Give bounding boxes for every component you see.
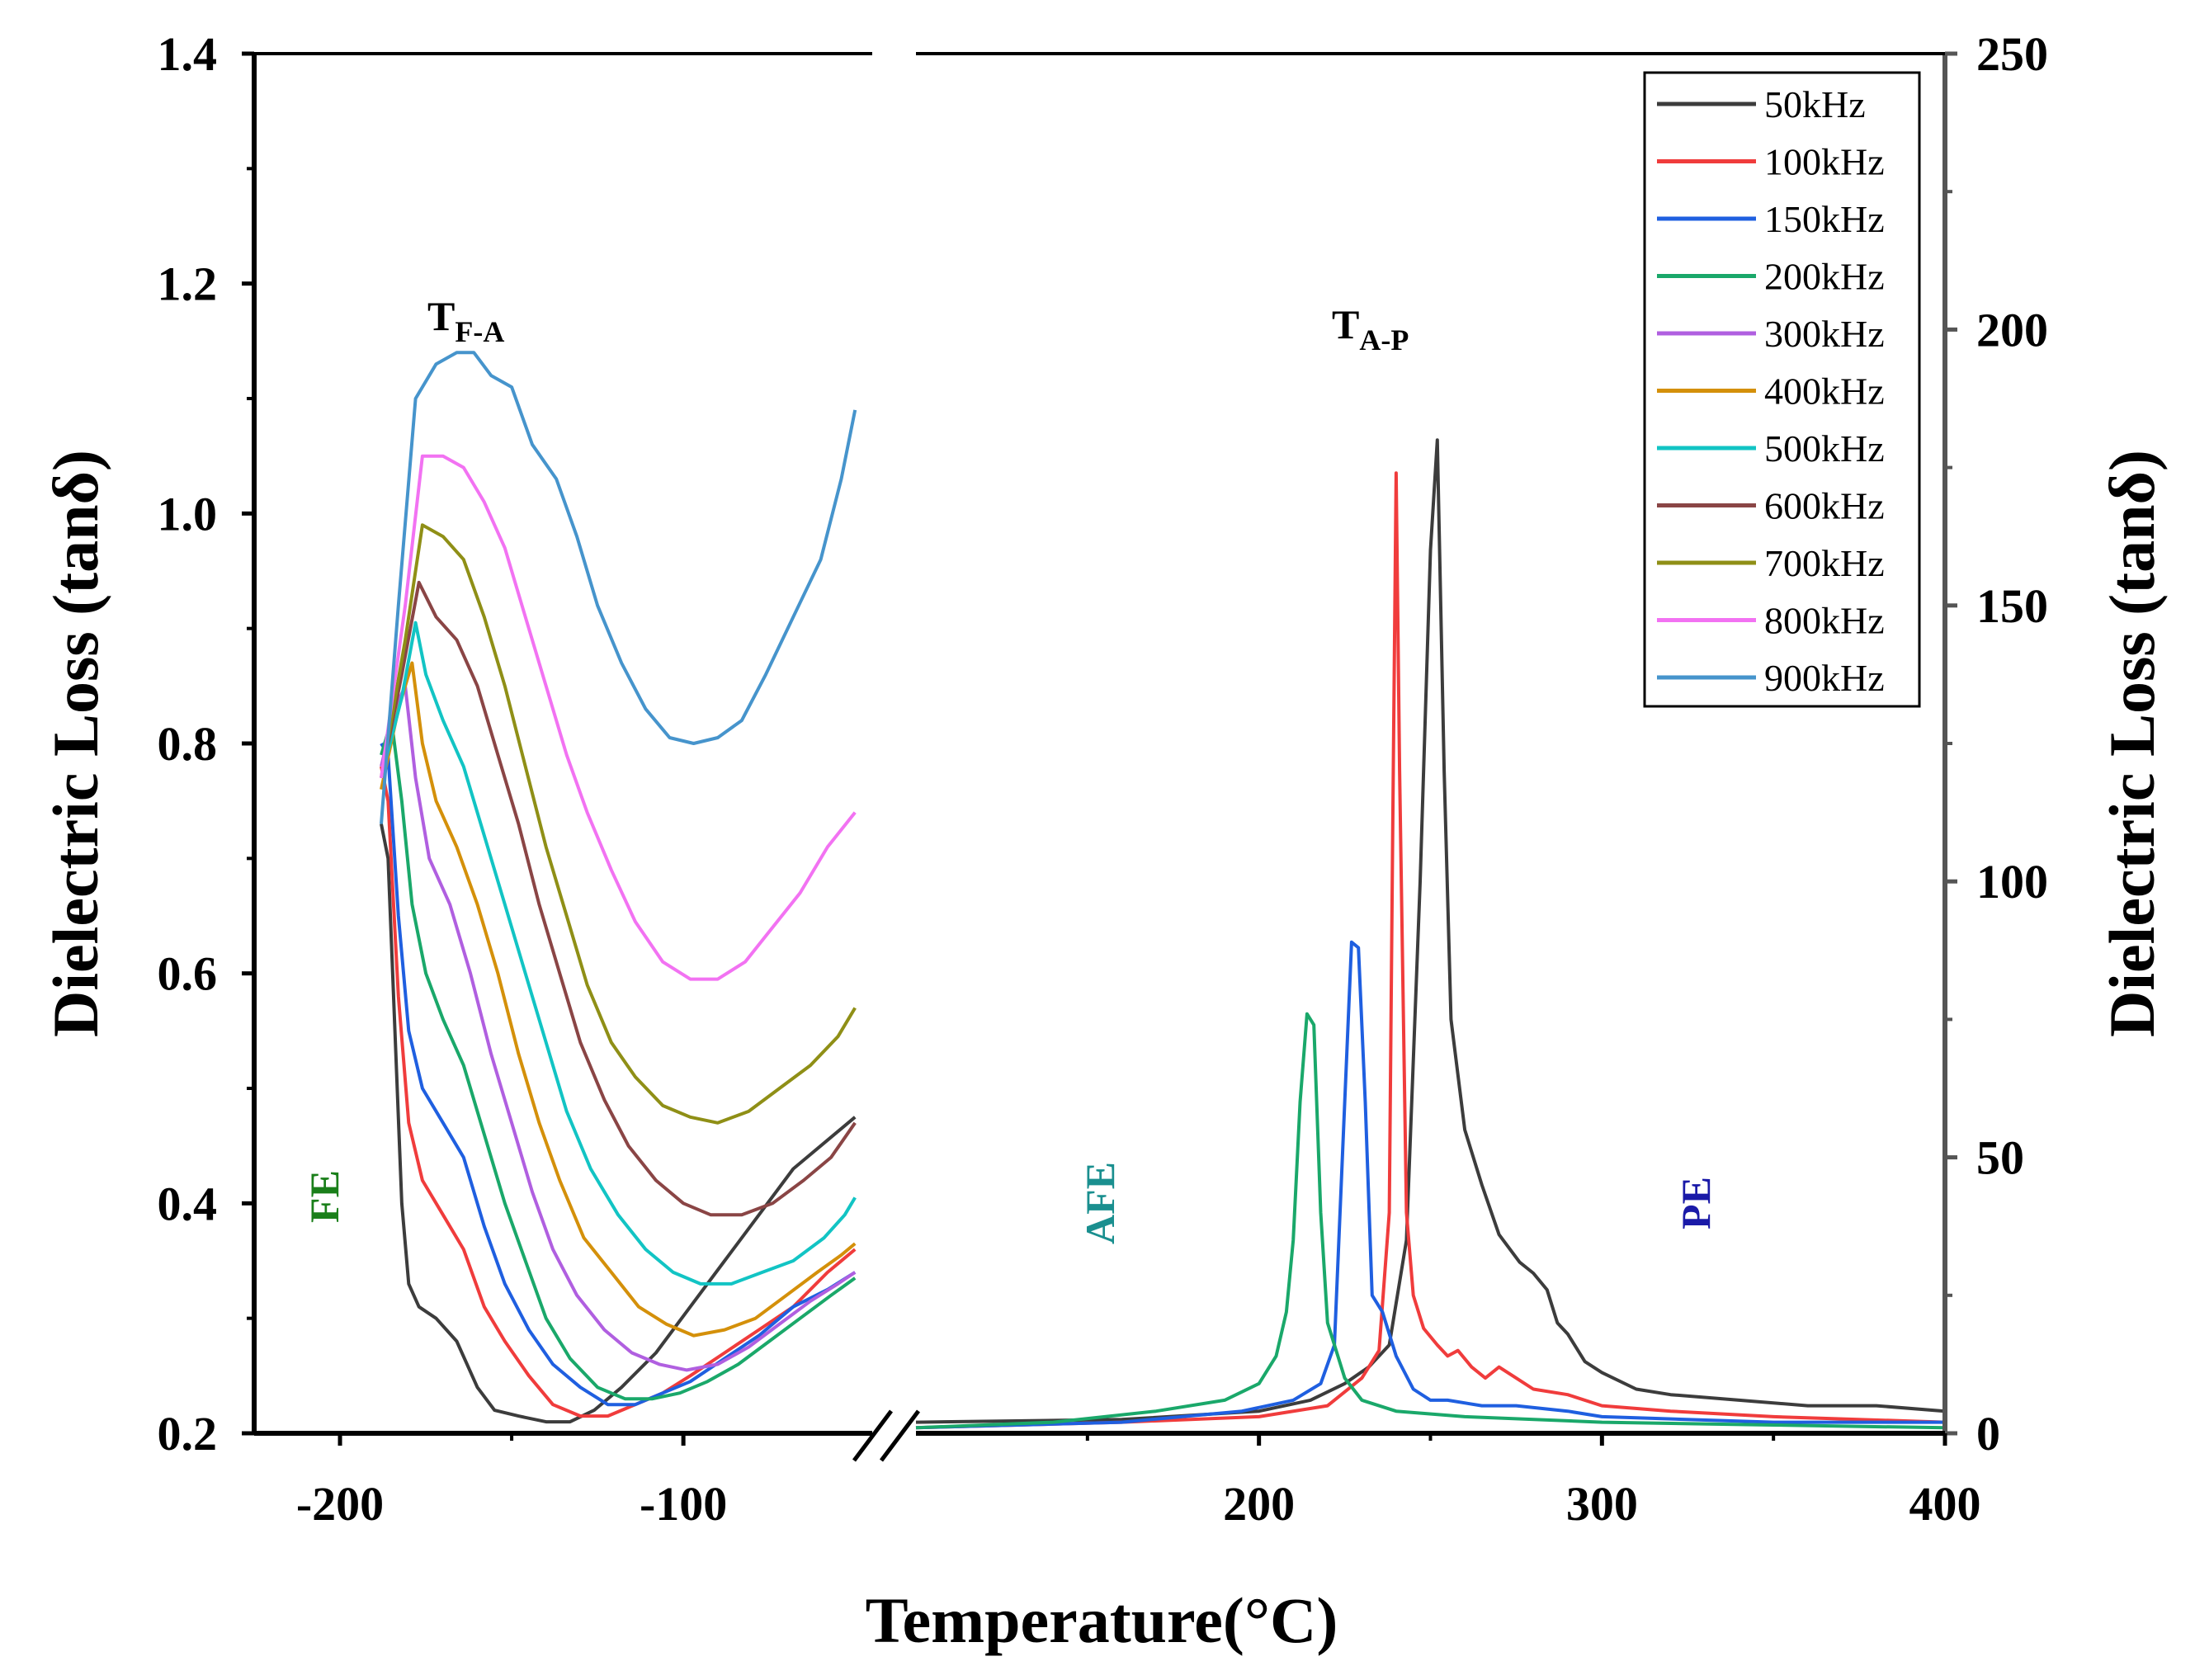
y-right-tick-label: 100 (1976, 855, 2048, 908)
x-right-tick-label: 400 (1909, 1477, 1981, 1531)
series-line-left-50khz (380, 823, 857, 1424)
left-panel-series (380, 351, 857, 1424)
y-left-tick-label: 0.8 (158, 717, 218, 771)
right-panel-series (915, 438, 1946, 1430)
series-line-left-200khz (380, 719, 857, 1401)
left-y-axis-title: Dielectric Loss (tanδ) (40, 450, 111, 1037)
legend-label-150khz: 150kHz (1764, 198, 1885, 240)
series-line-right-200khz (915, 1012, 1946, 1430)
legend-label-900khz: 900kHz (1764, 657, 1885, 699)
legend-label-50khz: 50kHz (1764, 83, 1866, 125)
y-left-tick-label: 0.4 (158, 1177, 218, 1230)
y-right-tick-label: 250 (1976, 27, 2048, 81)
series-line-left-150khz (380, 742, 857, 1407)
legend-label-600khz: 600kHz (1764, 485, 1885, 527)
series-line-left-800khz (380, 454, 857, 981)
series-line-left-600khz (380, 580, 857, 1217)
y-right-tick-label: 150 (1976, 579, 2048, 633)
legend-label-700khz: 700kHz (1764, 542, 1885, 584)
x-axis-title: Temperature(°C) (866, 1584, 1338, 1656)
x-left-tick-label: -100 (640, 1477, 727, 1531)
legend: 50kHz 100kHz 150kHz 200kHz 300kHz 400kHz 500kH… (1643, 71, 1921, 708)
legend-label-400khz: 400kHz (1764, 370, 1885, 413)
series-line-left-100khz (380, 766, 857, 1418)
series-line-right-100khz (915, 471, 1946, 1430)
axis-break-mark (852, 1409, 920, 1462)
y-left-tick-label: 0.6 (158, 947, 218, 1001)
phase-label-afe: AFE (1077, 1162, 1123, 1244)
x-right-tick-label: 200 (1223, 1477, 1295, 1531)
phase-label-pe: PE (1673, 1177, 1719, 1229)
series-line-right-150khz (915, 940, 1945, 1430)
y-right-tick-label: 200 (1976, 303, 2048, 356)
tfa-label: TF-A (427, 293, 504, 348)
legend-label-100khz: 100kHz (1764, 141, 1885, 183)
right-y-axis-title: Dielectric Loss (tanδ) (2096, 450, 2168, 1037)
y-left-tick-label: 1.2 (158, 257, 218, 311)
series-line-left-500khz (380, 621, 857, 1286)
ticks (242, 51, 1957, 1446)
phase-label-fe: FE (301, 1170, 347, 1223)
series-line-left-400khz (380, 661, 857, 1338)
legend-label-500khz: 500kHz (1764, 427, 1885, 470)
series-line-left-300khz (380, 684, 857, 1372)
series-line-right-50khz (915, 438, 1946, 1424)
x-right-tick-label: 300 (1566, 1477, 1638, 1531)
y-left-tick-label: 1.4 (158, 27, 218, 81)
legend-label-300khz: 300kHz (1764, 313, 1885, 355)
y-right-tick-label: 50 (1976, 1131, 2024, 1185)
legend-label-800khz: 800kHz (1764, 600, 1885, 642)
y-right-tick-label: 0 (1976, 1407, 2000, 1461)
tap-label: TA-P (1332, 301, 1409, 356)
series-line-left-700khz (380, 523, 857, 1125)
legend-label-200khz: 200kHz (1764, 256, 1885, 298)
x-left-tick-label: -200 (296, 1477, 384, 1531)
y-left-tick-label: 0.2 (158, 1407, 218, 1461)
series-line-left-900khz (380, 351, 857, 824)
transition-annotations: TF-A TA-P FE AFE PE (301, 293, 1719, 1244)
y-left-tick-label: 1.0 (158, 487, 218, 540)
tick-labels: 0.2 0.4 0.6 0.8 1.0 1.2 1.4 0 50 100 150 200 250 -200… (158, 27, 2049, 1531)
